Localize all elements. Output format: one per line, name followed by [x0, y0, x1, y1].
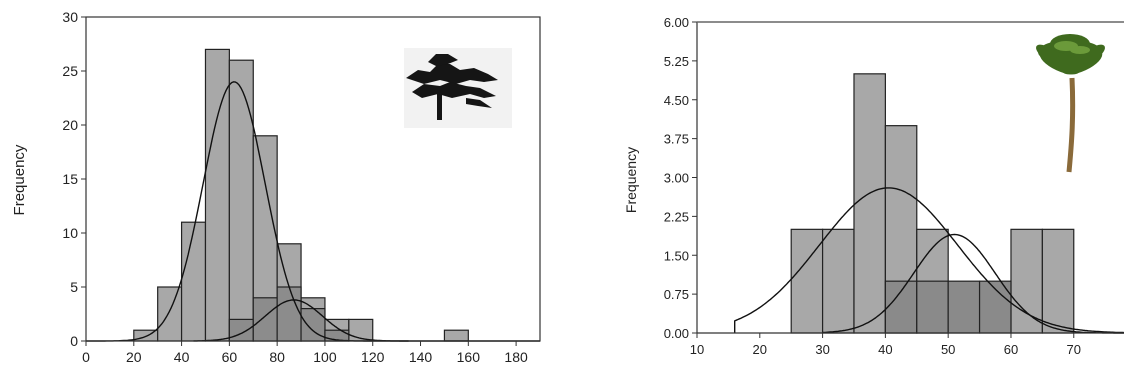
right-x-tick-label-4: 50: [941, 342, 955, 357]
right-axes: 10 20 30 40 50 60 70 0.00 0.75 1.50 2.25 3.00 3.75 4.…: [664, 15, 1124, 357]
right-y-tick-label-3: 2.25: [664, 209, 689, 224]
left-y-tick-label-4: 20: [62, 117, 78, 133]
right-y-tick-label-4: 3.00: [664, 171, 689, 186]
left-y-tick-label-6: 30: [62, 9, 78, 25]
left-y-tick-label-1: 5: [70, 279, 78, 295]
right-bar-s1-0: [884, 280, 918, 334]
left-x-tick-label-7: 140: [409, 349, 433, 365]
left-y-tick-label-0: 0: [70, 333, 78, 349]
left-histogram-bars: [133, 48, 469, 342]
right-histogram-bars: [790, 73, 1075, 334]
right-bar-s0-6: [1041, 228, 1075, 334]
left-histogram-chart: 0 20 40 60 80 100 120 140 160 180 0 5 10 15 20 25 30 Fre…: [11, 9, 541, 365]
left-x-tick-label-4: 80: [269, 349, 285, 365]
right-fit-curve-0: [734, 187, 1124, 334]
right-x-tick-label-0: 10: [690, 342, 704, 357]
right-x-tick-label-3: 40: [878, 342, 892, 357]
right-y-tick-label-0: 0.00: [664, 326, 689, 341]
right-y-tick-label-8: 6.00: [664, 15, 689, 30]
right-fit-curve-1: [822, 233, 1124, 334]
left-axes: 0 20 40 60 80 100 120 140 160 180 0 5 10 15 20 25 30: [62, 9, 541, 365]
right-y-axis-label: Frequency: [623, 147, 639, 213]
right-bar-s0-2: [853, 73, 886, 334]
right-fitted-curves: [734, 187, 1124, 334]
left-x-tick-label-2: 40: [174, 349, 190, 365]
right-bar-s1-1: [916, 280, 949, 334]
right-bar-s1-2: [947, 280, 981, 334]
left-x-tick-label-1: 20: [126, 349, 142, 365]
left-x-tick-label-5: 100: [313, 349, 337, 365]
right-x-tick-label-1: 20: [753, 342, 767, 357]
right-bar-s0-5: [1010, 228, 1043, 334]
right-x-tick-label-6: 70: [1067, 342, 1081, 357]
left-y-tick-label-2: 10: [62, 225, 78, 241]
left-x-tick-label-0: 0: [82, 349, 90, 365]
right-y-tick-label-2: 1.50: [664, 248, 689, 263]
left-x-tick-label-9: 180: [504, 349, 528, 365]
right-x-tick-label-5: 60: [1004, 342, 1018, 357]
right-bar-s0-0: [790, 228, 824, 334]
cedar-tree-icon: [404, 48, 512, 128]
left-y-tick-label-3: 15: [62, 171, 78, 187]
left-x-tick-label-3: 60: [222, 349, 238, 365]
left-fit-curve-1: [193, 299, 409, 342]
right-y-tick-label-5: 3.75: [664, 132, 689, 147]
right-y-tick-label-1: 0.75: [664, 287, 689, 302]
right-x-tick-label-2: 30: [815, 342, 829, 357]
right-bar-s0-1: [821, 228, 855, 334]
left-x-tick-label-8: 160: [457, 349, 481, 365]
left-x-tick-label-6: 120: [361, 349, 385, 365]
right-y-tick-label-7: 5.25: [664, 54, 689, 69]
left-y-axis-label: Frequency: [11, 144, 28, 215]
left-y-tick-label-5: 25: [62, 63, 78, 79]
palm-tree-icon: [1036, 34, 1105, 173]
right-y-tick-label-6: 4.50: [664, 93, 689, 108]
